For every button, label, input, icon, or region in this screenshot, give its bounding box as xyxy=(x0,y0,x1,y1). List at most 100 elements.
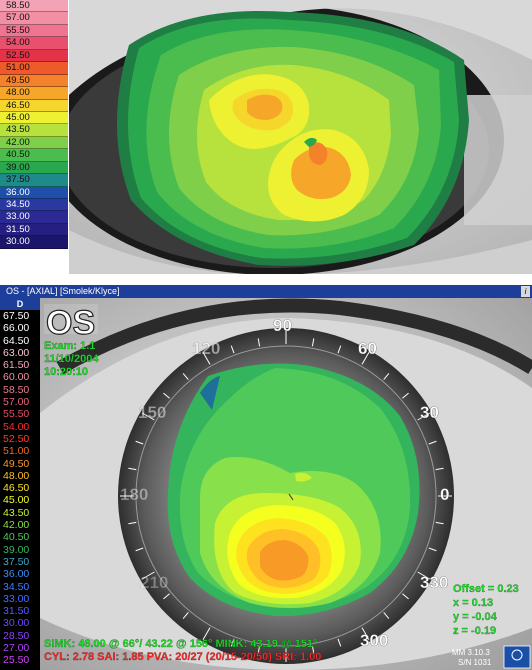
info-icon[interactable]: i xyxy=(521,286,530,297)
meridian-tick xyxy=(135,547,144,552)
meridian-tick xyxy=(230,345,235,354)
top-scale-cell: 54.00 xyxy=(0,37,68,50)
meridian-tick xyxy=(257,645,261,654)
top-topography-panel: 58.50 57.00 55.50 54.00 52.50 51.00 49.50 48.00… xyxy=(0,0,532,274)
bottom-scale-cell: 37.50 xyxy=(3,555,30,568)
meridian-tick xyxy=(337,638,342,647)
meridian-tick xyxy=(417,412,431,421)
meridian-60: 60 xyxy=(358,339,377,358)
eye-label: OS xyxy=(46,304,95,342)
top-scale-cell: 36.00 xyxy=(0,186,68,199)
meridian-tick xyxy=(202,351,211,365)
serial-number: S/N 1031 xyxy=(458,658,492,667)
x-value: x = 0.13 xyxy=(453,597,493,609)
bottom-scale-cell: 49.50 xyxy=(3,457,30,470)
meridian-tick xyxy=(417,571,431,580)
exam-time: 10:20:10 xyxy=(44,366,88,378)
meridian-tick xyxy=(311,338,315,347)
bottom-color-scale: D 67.50 66.00 64.50 63.00 61.50 60.00 58.50 57.… xyxy=(0,298,40,670)
meridian-tick xyxy=(182,373,189,380)
top-scale-cell: 39.00 xyxy=(0,161,68,175)
bottom-scale-cell: 63.00 xyxy=(3,346,30,359)
top-corneal-map-image xyxy=(69,0,532,274)
meridian-labels: 90 60 30 0 330 300 120 150 180 210 xyxy=(120,316,450,650)
bottom-map-contours xyxy=(167,363,420,617)
bottom-corneal-map-image: 90 60 30 0 330 300 120 150 180 210 OS Ex… xyxy=(40,298,532,670)
meridian-tick xyxy=(428,440,437,445)
top-scale-cell: 45.00 xyxy=(0,111,68,125)
bottom-scale-cell: 39.00 xyxy=(3,543,30,556)
meridian-90: 90 xyxy=(273,316,292,335)
top-scale-cell: 48.00 xyxy=(0,87,68,100)
right-skin xyxy=(464,95,532,225)
offset-value: Offset = 0.23 xyxy=(453,583,519,595)
window-title: OS - [AXIAL] [Smolek/Klyce] xyxy=(6,286,120,296)
meridian-180: 180 xyxy=(120,485,148,504)
meridian-ticks xyxy=(120,330,452,662)
bottom-scale-cell: 42.00 xyxy=(3,519,30,532)
top-scale-cell: 40.50 xyxy=(0,149,68,162)
bottom-scale-cell: 51.00 xyxy=(3,445,30,458)
meridian-0: 0 xyxy=(440,485,449,504)
top-scale-cell: 57.00 xyxy=(0,12,68,25)
top-scale-cell: 43.50 xyxy=(0,124,68,137)
bottom-scale-cell: 43.50 xyxy=(3,506,30,519)
top-scale-cell: 30.00 xyxy=(0,236,68,249)
meridian-tick xyxy=(202,627,211,641)
top-scale-cell: 31.50 xyxy=(0,223,68,237)
meridian-tick xyxy=(383,612,390,619)
meridian-tick xyxy=(383,373,390,380)
meridian-150: 150 xyxy=(138,403,166,422)
meridian-tick xyxy=(141,571,155,580)
software-version: MM 3.10.3 xyxy=(452,648,490,657)
scale-header: D xyxy=(0,298,40,310)
meridian-tick xyxy=(182,612,189,619)
bottom-scale-cell: 45.00 xyxy=(3,494,30,507)
eye-label-box xyxy=(44,304,98,334)
lower-lid xyxy=(69,230,532,274)
bottom-scale-cell: 52.50 xyxy=(3,432,30,445)
bottom-scale-cell: 34.50 xyxy=(3,580,30,593)
bottom-scale-cell: 66.00 xyxy=(3,322,30,335)
meridian-tick xyxy=(163,593,170,600)
simk-mink-line: SIMK: 46.00 @ 66°/ 43.22 @ 156° MINK: 43… xyxy=(44,638,317,650)
top-scale-cell: 49.50 xyxy=(0,74,68,88)
meridian-tick xyxy=(257,338,261,347)
meridian-tick xyxy=(361,351,370,365)
meridian-120: 120 xyxy=(192,339,220,358)
bottom-scale-cell: 40.50 xyxy=(3,531,30,544)
top-map-contours xyxy=(116,10,469,266)
meridian-300: 300 xyxy=(360,631,388,650)
device-logo xyxy=(503,645,531,669)
meridian-330: 330 xyxy=(420,573,448,592)
bottom-scale-cell: 25.50 xyxy=(3,654,30,667)
exam-date: 11/10/2004 xyxy=(44,353,99,365)
top-scale-cell: 34.50 xyxy=(0,199,68,212)
bottom-scale-cell: 33.00 xyxy=(3,592,30,605)
reference-circle xyxy=(135,345,437,647)
bottom-topography-panel: OS - [AXIAL] [Smolek/Klyce] i D 67.50 66.… xyxy=(0,285,532,670)
y-value: y = -0.04 xyxy=(453,611,498,623)
meridian-tick xyxy=(230,638,235,647)
bottom-scale-cell: 27.00 xyxy=(3,642,30,655)
top-scale-cell: 52.50 xyxy=(0,49,68,63)
meridian-tick xyxy=(361,627,370,641)
top-color-scale: 58.50 57.00 55.50 54.00 52.50 51.00 49.50 48.00… xyxy=(0,0,68,274)
bottom-scale-cell: 48.00 xyxy=(3,469,30,482)
bottom-scale-cell: 36.00 xyxy=(3,568,30,581)
meridian-tick xyxy=(128,521,137,525)
meridian-tick xyxy=(435,467,444,471)
meridian-tick xyxy=(311,645,315,654)
top-scale-cell: 42.00 xyxy=(0,136,68,150)
z-value: z = -0.19 xyxy=(453,625,496,637)
meridian-tick xyxy=(128,467,137,471)
meridian-tick xyxy=(135,440,144,445)
meridian-tick xyxy=(337,345,342,354)
meridian-tick xyxy=(141,412,155,421)
meridian-tick xyxy=(402,593,409,600)
top-scale-cell: 46.50 xyxy=(0,99,68,112)
window-title-bar: OS - [AXIAL] [Smolek/Klyce] i xyxy=(0,285,532,298)
bottom-scale-cell: 30.00 xyxy=(3,617,30,630)
meridian-tick xyxy=(428,547,437,552)
meridian-tick xyxy=(402,392,409,399)
